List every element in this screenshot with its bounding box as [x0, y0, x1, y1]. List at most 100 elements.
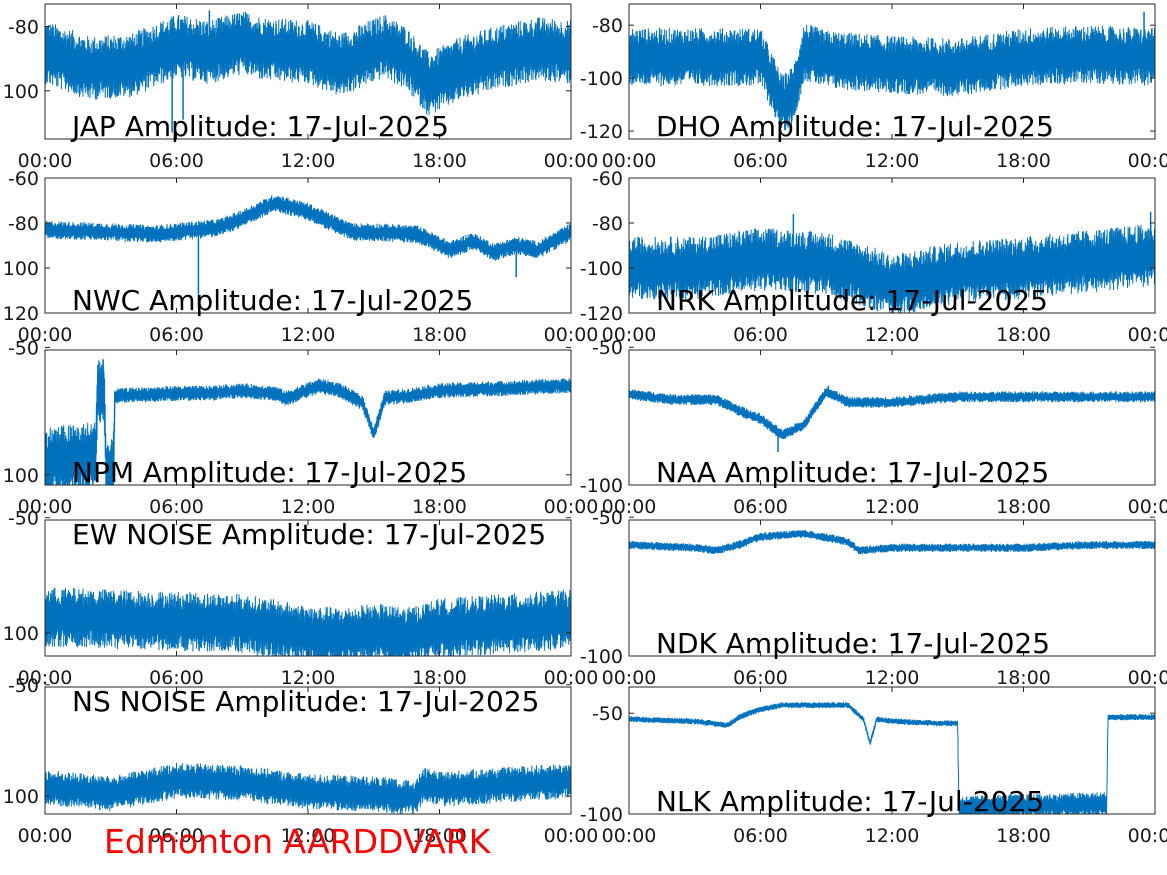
signal-trace: [629, 24, 1155, 131]
x-tick-label: 18:00: [996, 150, 1051, 172]
panel-title: NRK Amplitude: 17-Jul-2025: [656, 284, 1048, 317]
x-tick-label: 00:00: [544, 496, 599, 518]
x-tick-label: 00:00: [18, 150, 73, 172]
x-tick-label: 00:00: [602, 667, 657, 689]
x-tick-label: 00:00: [18, 496, 73, 518]
x-tick-label: 18:00: [412, 667, 467, 689]
x-tick-label: 12:00: [281, 496, 336, 518]
amplitude-panel-0: 00:00 06:00 12:00 18:00 00:00 -80 100 JAP Ampli…: [3, 3, 599, 172]
x-tick-label: 00:00: [1128, 496, 1167, 518]
panel-title: NWC Amplitude: 17-Jul-2025: [72, 284, 473, 317]
x-tick-label: 00:00: [1128, 667, 1167, 689]
x-tick-label: 06:00: [733, 496, 788, 518]
y-tick-label: -80: [8, 17, 39, 39]
y-tick-label: 100: [3, 81, 39, 103]
signal-trace: [629, 224, 1155, 313]
panel-title: JAP Amplitude: 17-Jul-2025: [70, 110, 449, 143]
signal-trace: [45, 762, 571, 814]
y-tick-label: -80: [592, 213, 623, 235]
x-tick-label: 00:00: [602, 496, 657, 518]
x-tick-label: 18:00: [996, 496, 1051, 518]
signal-trace: [45, 358, 571, 485]
x-tick-label: 18:00: [412, 496, 467, 518]
x-tick-label: 06:00: [733, 825, 788, 847]
x-tick-label: 06:00: [149, 667, 204, 689]
y-tick-label: 100: [3, 786, 39, 808]
y-tick-label: -60: [8, 168, 39, 190]
x-tick-label: 00:00: [602, 324, 657, 346]
x-tick-label: 00:00: [544, 825, 599, 847]
x-tick-label: 12:00: [281, 150, 336, 172]
x-tick-label: 00:00: [1128, 324, 1167, 346]
x-tick-label: 18:00: [412, 825, 467, 847]
y-tick-label: -120: [580, 121, 623, 143]
signal-trace: [45, 587, 571, 656]
y-tick-label: -80: [8, 213, 39, 235]
y-tick-label: -50: [8, 337, 39, 359]
x-tick-label: 12:00: [281, 825, 336, 847]
station-footer-label: Edmonton AARDDVARK: [104, 822, 491, 861]
x-tick-label: 06:00: [733, 150, 788, 172]
x-tick-label: 00:00: [544, 150, 599, 172]
y-tick-label: -100: [580, 804, 623, 826]
panel-title: NS NOISE Amplitude: 17-Jul-2025: [72, 685, 539, 718]
x-tick-label: 06:00: [149, 496, 204, 518]
x-tick-label: 00:00: [1128, 150, 1167, 172]
x-tick-label: 12:00: [281, 667, 336, 689]
x-tick-label: 00:00: [18, 667, 73, 689]
amplitude-panel-3: 00:00 06:00 12:00 18:00 00:00 -60 -80 -100 -120 N…: [580, 168, 1167, 346]
amplitude-panel-9: 00:00 06:00 12:00 18:00 00:00 -50 -100 NLK Ampl…: [580, 686, 1167, 847]
signal-trace: [45, 195, 571, 261]
panel-title: NDK Amplitude: 17-Jul-2025: [656, 627, 1050, 660]
x-tick-label: 06:00: [149, 150, 204, 172]
x-tick-label: 18:00: [996, 667, 1051, 689]
x-tick-label: 12:00: [865, 667, 920, 689]
amplitude-panel-8: 00:00 06:00 12:00 18:00 00:00 -50 100 NS NOISE …: [3, 675, 599, 847]
x-tick-label: 06:00: [733, 324, 788, 346]
x-tick-label: 12:00: [281, 324, 336, 346]
y-tick-label: -50: [8, 508, 39, 530]
panel-title: EW NOISE Amplitude: 17-Jul-2025: [72, 518, 546, 551]
x-tick-label: 18:00: [996, 324, 1051, 346]
signal-trace: [629, 387, 1155, 440]
x-tick-label: 18:00: [996, 825, 1051, 847]
amplitude-panel-7: 00:00 06:00 12:00 18:00 00:00 -50 -100 NDK Ampl…: [580, 507, 1167, 689]
x-tick-label: 06:00: [149, 324, 204, 346]
x-tick-label: 00:00: [1128, 825, 1167, 847]
y-tick-label: -50: [592, 507, 623, 529]
amplitude-panel-4: 00:00 06:00 12:00 18:00 00:00 -50 100 NPM Ampli…: [3, 337, 599, 518]
y-tick-label: -50: [592, 703, 623, 725]
y-tick-label: -60: [592, 168, 623, 190]
y-tick-label: 120: [3, 303, 39, 325]
x-tick-label: 18:00: [412, 150, 467, 172]
y-tick-label: 100: [3, 258, 39, 280]
x-tick-label: 00:00: [602, 825, 657, 847]
panel-title: NAA Amplitude: 17-Jul-2025: [656, 456, 1049, 489]
y-tick-label: -100: [580, 646, 623, 668]
y-tick-label: 100: [3, 623, 39, 645]
signal-trace: [45, 11, 571, 116]
x-tick-label: 00:00: [18, 324, 73, 346]
y-tick-label: -50: [592, 337, 623, 359]
x-tick-label: 12:00: [865, 324, 920, 346]
y-tick-label: -100: [580, 258, 623, 280]
amplitude-panel-6: 00:00 06:00 12:00 18:00 00:00 -50 100 EW NOISE …: [3, 508, 599, 689]
signal-trace: [629, 529, 1155, 555]
y-tick-label: -80: [592, 15, 623, 37]
x-tick-label: 00:00: [544, 667, 599, 689]
y-tick-label: 100: [3, 465, 39, 487]
y-tick-label: -100: [580, 475, 623, 497]
x-tick-label: 00:00: [544, 324, 599, 346]
panel-title: NPM Amplitude: 17-Jul-2025: [72, 456, 467, 489]
amplitude-panel-5: 00:00 06:00 12:00 18:00 00:00 -50 -100 NAA Ampl…: [580, 337, 1167, 518]
y-tick-label: -50: [8, 675, 39, 697]
y-tick-label: -100: [580, 68, 623, 90]
amplitude-panel-2: 00:00 06:00 12:00 18:00 00:00 -60 -80 100 120 NWC…: [3, 168, 599, 346]
y-tick-label: -120: [580, 303, 623, 325]
x-tick-label: 00:00: [18, 825, 73, 847]
amplitude-panel-1: 00:00 06:00 12:00 18:00 00:00 -80 -100 -120 DHO …: [580, 3, 1167, 172]
x-tick-label: 18:00: [412, 324, 467, 346]
x-tick-label: 12:00: [865, 496, 920, 518]
x-tick-label: 12:00: [865, 825, 920, 847]
